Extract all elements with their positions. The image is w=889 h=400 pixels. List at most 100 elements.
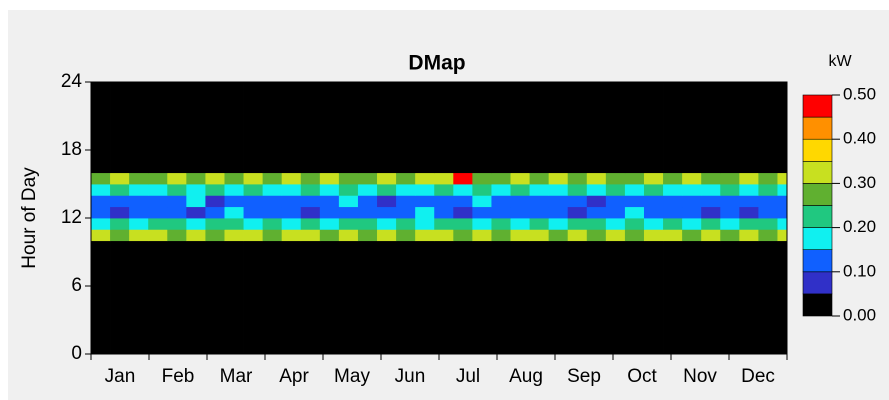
- heat-cell: [682, 206, 702, 219]
- heat-cell: [148, 206, 168, 219]
- heat-cell: [643, 172, 664, 185]
- heat-cell: [682, 218, 702, 230]
- heat-cell: [205, 195, 225, 208]
- colorbar-segment: [802, 138, 833, 162]
- heat-cell: [701, 172, 721, 185]
- heat-cell: [567, 218, 588, 230]
- heat-cell: [643, 206, 664, 219]
- heat-cell: [548, 184, 569, 196]
- heat-cell: [167, 229, 187, 242]
- heat-cell: [377, 229, 397, 242]
- heat-cell: [624, 195, 645, 208]
- heat-cell: [586, 172, 607, 185]
- heat-cell: [739, 195, 759, 208]
- heat-cell: [529, 218, 550, 230]
- heat-cell: [529, 195, 550, 208]
- heat-cell: [701, 218, 721, 230]
- heat-cell: [262, 229, 283, 242]
- heat-cell: [529, 172, 550, 185]
- heat-cell: [758, 218, 778, 230]
- heat-cell: [224, 82, 244, 174]
- heat-cell: [472, 172, 492, 185]
- heat-cell: [682, 240, 702, 355]
- heat-cell: [472, 240, 492, 355]
- heat-cell: [415, 229, 435, 242]
- heat-cell: [281, 195, 302, 208]
- heat-cell: [624, 206, 645, 219]
- heat-cell: [186, 206, 206, 219]
- heat-cell: [262, 172, 283, 185]
- heat-cell: [357, 172, 378, 185]
- heat-cell: [605, 184, 626, 196]
- heat-cell: [434, 82, 454, 174]
- colorbar-segment: [802, 161, 833, 184]
- colorbar-segment: [802, 271, 833, 295]
- x-tick-label: Aug: [509, 366, 543, 387]
- heat-cell: [205, 172, 225, 185]
- x-tick-label: Dec: [741, 366, 775, 387]
- x-tick-label: Feb: [162, 366, 195, 387]
- heat-cell: [224, 240, 244, 355]
- heat-cell: [758, 206, 778, 219]
- heat-cell: [491, 229, 511, 242]
- heat-cell: [529, 206, 550, 219]
- heat-cell: [129, 195, 149, 208]
- heat-cell: [91, 218, 111, 230]
- heat-cell: [491, 172, 511, 185]
- heat-cell: [472, 82, 492, 174]
- heat-cell: [663, 218, 683, 230]
- heat-cell: [682, 195, 702, 208]
- heat-cell: [701, 195, 721, 208]
- heat-cell: [624, 218, 645, 230]
- heat-cell: [377, 218, 397, 230]
- heat-cell: [624, 172, 645, 185]
- heat-cell: [548, 229, 569, 242]
- heat-cell: [548, 172, 569, 185]
- heat-cell: [338, 206, 359, 219]
- x-tick-label: Nov: [683, 366, 717, 387]
- heat-cell: [148, 240, 168, 355]
- heat-cell: [243, 195, 264, 208]
- x-tick-label: Jul: [456, 366, 480, 387]
- heat-cell: [110, 229, 130, 242]
- heat-cell: [491, 218, 511, 230]
- heat-cell: [262, 240, 283, 355]
- heat-cell: [91, 172, 111, 185]
- heat-cell: [434, 195, 454, 208]
- heat-cell: [434, 229, 454, 242]
- heat-cell: [110, 82, 130, 174]
- heat-cell: [377, 240, 397, 355]
- colorbar-tick-label: 0.20: [843, 217, 876, 236]
- heat-cell: [396, 218, 416, 230]
- heat-cell: [129, 218, 149, 230]
- heat-cell: [243, 206, 264, 219]
- heat-cell: [186, 82, 206, 174]
- heat-cell: [491, 206, 511, 219]
- heat-cell: [758, 184, 778, 196]
- x-tick-label: Sep: [567, 366, 601, 387]
- heat-cell: [777, 172, 788, 185]
- heat-cell: [281, 229, 302, 242]
- heat-cell: [472, 184, 492, 196]
- heat-cell: [510, 218, 530, 230]
- heat-cell: [548, 195, 569, 208]
- colorbar-label: kW: [828, 53, 852, 70]
- heat-cell: [777, 206, 788, 219]
- heat-cell: [415, 195, 435, 208]
- heat-cell: [110, 195, 130, 208]
- heat-cell: [586, 218, 607, 230]
- heat-cell: [605, 229, 626, 242]
- heat-cell: [357, 82, 378, 174]
- heat-cell: [548, 218, 569, 230]
- heat-cell: [472, 218, 492, 230]
- heat-cell: [434, 184, 454, 196]
- heat-cell: [663, 82, 683, 174]
- colorbar-segment: [802, 116, 833, 140]
- heat-cell: [453, 195, 473, 208]
- heat-cell: [110, 218, 130, 230]
- heat-cell: [415, 82, 435, 174]
- heat-cell: [510, 82, 530, 174]
- heat-cell: [605, 172, 626, 185]
- heat-cell: [224, 229, 244, 242]
- x-tick-label: Oct: [627, 366, 657, 387]
